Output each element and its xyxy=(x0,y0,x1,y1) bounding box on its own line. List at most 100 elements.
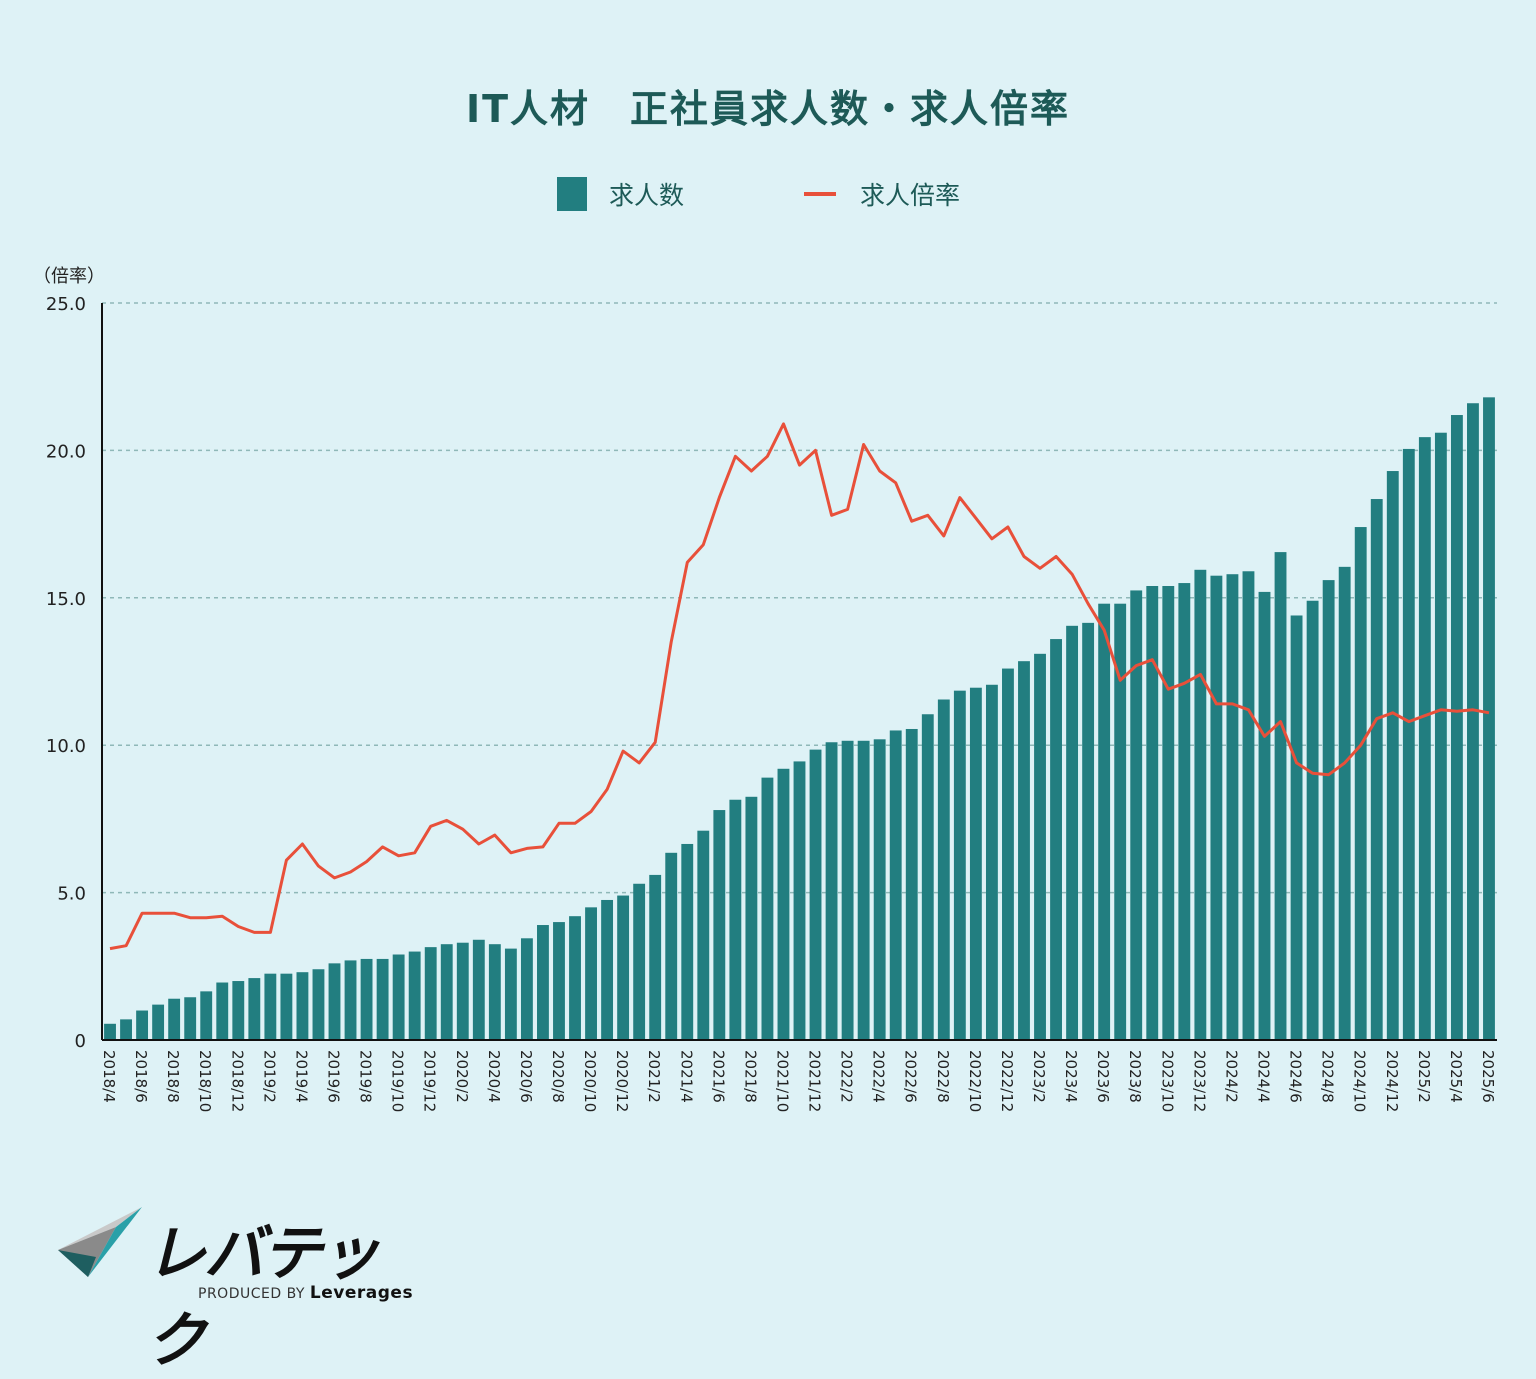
y-tick-label: 5.0 xyxy=(57,884,86,905)
bar xyxy=(360,958,373,1040)
x-tick-label: 2021/2 xyxy=(645,1050,663,1103)
bar xyxy=(168,998,181,1040)
x-tick-label: 2022/2 xyxy=(838,1050,856,1103)
levtech-logo-icon xyxy=(58,1207,142,1277)
bar xyxy=(216,982,229,1040)
x-tick-label: 2021/10 xyxy=(773,1050,791,1112)
x-tick-label: 2024/10 xyxy=(1351,1050,1369,1112)
y-tick-label: 25.0 xyxy=(46,294,86,315)
bar xyxy=(376,958,389,1040)
x-tick-label: 2023/4 xyxy=(1062,1050,1080,1103)
bar xyxy=(969,687,982,1040)
x-tick-label: 2025/4 xyxy=(1447,1050,1465,1103)
x-tick-label: 2022/12 xyxy=(998,1050,1016,1112)
logo-company: Leverages xyxy=(309,1283,414,1303)
bar xyxy=(729,799,742,1040)
x-tick-label: 2021/6 xyxy=(709,1050,727,1103)
bar xyxy=(296,972,309,1040)
bar xyxy=(1322,580,1335,1040)
x-tick-label: 2023/8 xyxy=(1126,1050,1144,1103)
x-tick-label: 2022/8 xyxy=(934,1050,952,1103)
bar xyxy=(104,1023,116,1040)
x-tick-label: 2019/8 xyxy=(357,1050,375,1103)
bar xyxy=(504,948,517,1040)
bar xyxy=(1034,653,1046,1040)
x-tick-label: 2020/10 xyxy=(581,1050,599,1112)
legend-line-label: 求人倍率 xyxy=(860,181,961,210)
bar xyxy=(617,895,630,1040)
bar xyxy=(681,843,694,1040)
bar xyxy=(1130,590,1143,1040)
bar xyxy=(1050,639,1062,1040)
bar xyxy=(312,969,325,1040)
bar xyxy=(873,739,886,1040)
bar xyxy=(665,852,678,1040)
bar xyxy=(633,883,646,1040)
bar xyxy=(1066,625,1079,1040)
x-tick-label: 2024/4 xyxy=(1255,1050,1273,1103)
bar xyxy=(761,777,774,1040)
bar xyxy=(1467,403,1479,1040)
x-tick-label: 2021/8 xyxy=(741,1050,759,1103)
x-tick-label: 2020/12 xyxy=(613,1050,631,1112)
x-tick-label: 2025/6 xyxy=(1479,1050,1497,1103)
legend-item-line: 求人倍率 xyxy=(804,176,960,212)
bar xyxy=(713,810,726,1040)
legend-line-swatch-icon xyxy=(804,192,836,196)
bar xyxy=(793,761,806,1040)
logo-produced-by: PRODUCED BY Leverages xyxy=(198,1283,414,1303)
bar xyxy=(1162,586,1175,1040)
x-tick-label: 2023/12 xyxy=(1190,1050,1208,1112)
bar xyxy=(232,981,245,1040)
bar xyxy=(569,916,581,1040)
x-tick-label: 2022/4 xyxy=(870,1050,888,1103)
x-tick-label: 2020/4 xyxy=(485,1050,503,1103)
bar xyxy=(1450,415,1463,1040)
x-tick-label: 2023/10 xyxy=(1158,1050,1176,1112)
bar xyxy=(1210,575,1223,1040)
bar xyxy=(1258,591,1271,1040)
y-axis-unit-label: （倍率） xyxy=(33,266,105,287)
bar xyxy=(264,973,277,1040)
bar xyxy=(697,830,710,1040)
bar xyxy=(456,942,469,1040)
bar xyxy=(520,938,533,1040)
bar xyxy=(809,749,822,1040)
y-tick-label: 10.0 xyxy=(46,736,86,757)
bar xyxy=(440,944,453,1040)
bar xyxy=(601,899,614,1040)
bar xyxy=(1418,437,1431,1040)
bar xyxy=(1483,397,1495,1040)
bar xyxy=(1082,622,1095,1040)
bar xyxy=(152,1004,165,1040)
x-tick-label: 2018/12 xyxy=(228,1050,246,1112)
x-tick-label: 2020/6 xyxy=(517,1050,535,1103)
ratio-line xyxy=(109,422,1490,951)
bar xyxy=(1194,569,1207,1040)
legend-bar-swatch-icon xyxy=(557,177,587,211)
x-tick-label: 2022/10 xyxy=(966,1050,984,1112)
x-tick-label: 2019/4 xyxy=(292,1050,310,1103)
x-tick-label: 2023/2 xyxy=(1030,1050,1048,1103)
bar xyxy=(905,728,918,1040)
bar xyxy=(488,944,501,1040)
bar xyxy=(280,973,293,1040)
bar xyxy=(408,951,421,1040)
bar xyxy=(889,730,902,1040)
chart-legend: 求人数 求人倍率 xyxy=(0,172,1536,212)
x-tick-label: 2018/8 xyxy=(164,1050,182,1103)
bar xyxy=(1098,603,1111,1040)
bar xyxy=(585,907,597,1040)
bar xyxy=(328,963,341,1040)
bar xyxy=(649,874,662,1040)
bar xyxy=(953,690,966,1040)
bar xyxy=(1114,603,1127,1040)
x-tick-label: 2019/10 xyxy=(389,1050,407,1112)
bar xyxy=(1242,571,1255,1040)
bar xyxy=(1370,499,1383,1040)
bar xyxy=(1226,574,1239,1040)
legend-item-bar: 求人数 xyxy=(557,176,684,212)
bar xyxy=(985,684,998,1040)
bar xyxy=(857,740,870,1040)
bar xyxy=(472,939,485,1040)
